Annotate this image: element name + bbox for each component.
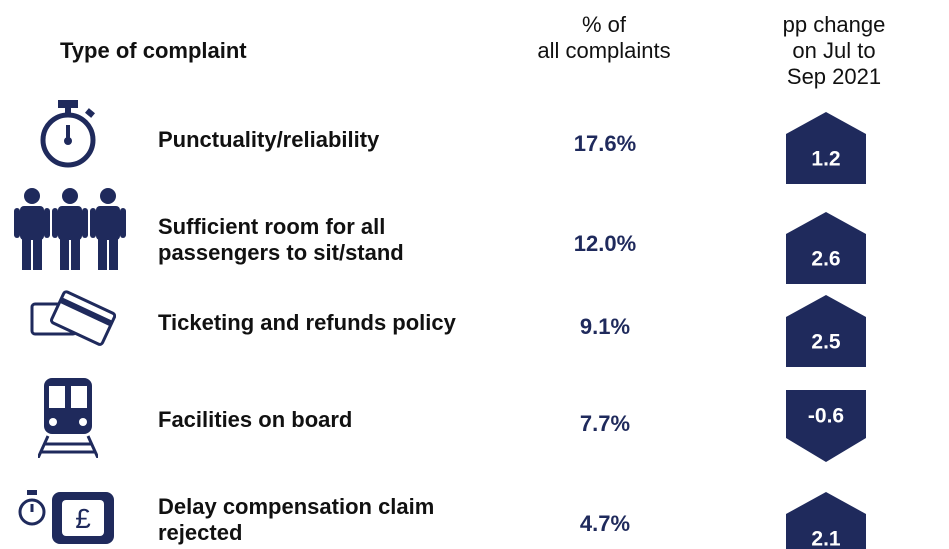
change-value: 2.1 bbox=[811, 528, 841, 549]
complaint-label: Ticketing and refunds policy bbox=[158, 310, 456, 335]
change-arrow-up: 2.6 bbox=[786, 212, 866, 284]
svg-text:£: £ bbox=[75, 503, 91, 534]
complaint-label: Facilities on board bbox=[158, 407, 353, 432]
arrow-shape bbox=[786, 112, 866, 184]
header-type: Type of complaint bbox=[60, 38, 247, 63]
change-value: -0.6 bbox=[808, 405, 844, 428]
change-value: 2.5 bbox=[811, 331, 841, 354]
complaint-share: 12.0% bbox=[573, 231, 637, 256]
complaint-share: 9.1% bbox=[579, 314, 631, 339]
arrow-shape bbox=[786, 390, 866, 462]
header-share: % of all complaints bbox=[537, 12, 671, 63]
stopwatch-icon bbox=[40, 100, 96, 168]
change-arrow-down: -0.6 bbox=[786, 390, 866, 462]
cards-icon bbox=[30, 290, 116, 346]
complaint-share: 7.7% bbox=[579, 411, 631, 436]
change-value: 2.6 bbox=[811, 248, 840, 271]
complaint-share: 4.7% bbox=[579, 511, 631, 536]
header-change: pp change on Jul to Sep 2021 bbox=[782, 12, 886, 89]
complaint-share: 17.6% bbox=[573, 131, 637, 156]
change-arrow-up: 2.1 bbox=[786, 492, 866, 549]
complaint-label: Punctuality/reliability bbox=[158, 127, 380, 152]
change-arrow-up: 1.2 bbox=[786, 112, 866, 184]
train-icon bbox=[38, 378, 98, 458]
change-value: 1.2 bbox=[811, 148, 840, 171]
compensation-icon: £ bbox=[18, 490, 114, 544]
complaint-label: Sufficient room for all passengers to si… bbox=[158, 214, 404, 265]
people-icon bbox=[14, 188, 126, 270]
arrow-shape bbox=[786, 295, 866, 367]
complaint-label: Delay compensation claim rejected bbox=[158, 494, 435, 545]
change-arrow-up: 2.5 bbox=[786, 295, 866, 367]
arrow-shape bbox=[786, 212, 866, 284]
arrow-shape bbox=[786, 492, 866, 549]
